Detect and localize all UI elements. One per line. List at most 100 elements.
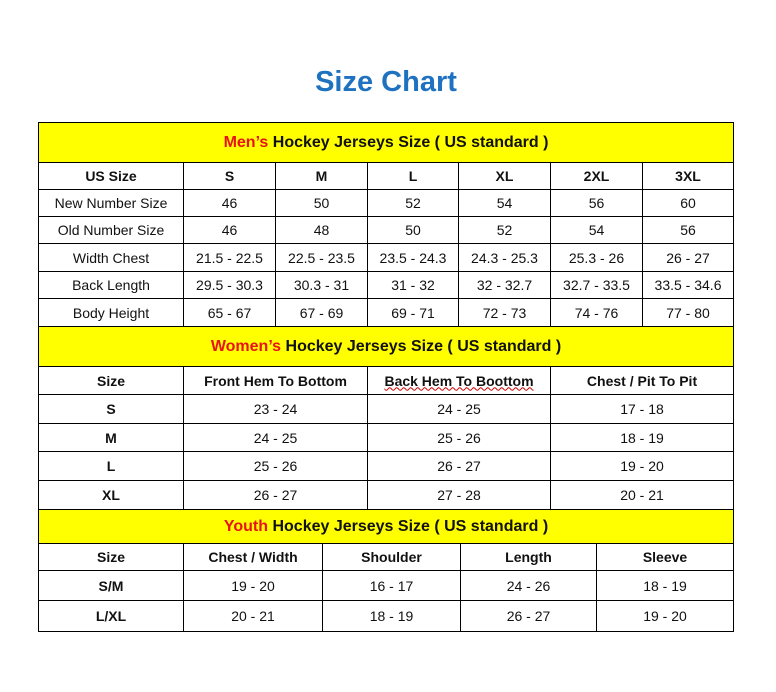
table-cell: 69 - 71 <box>367 298 459 327</box>
section-title: Women’s Hockey Jerseys Size ( US standar… <box>37 326 735 367</box>
column-header: XL <box>458 162 551 190</box>
section-title: Youth Hockey Jerseys Size ( US standard … <box>37 509 735 544</box>
column-header: Size <box>38 543 184 571</box>
row-label: Body Height <box>38 298 184 327</box>
table-cell: 65 - 67 <box>183 298 276 327</box>
table-cell: 46 <box>183 216 276 244</box>
row-label: XL <box>38 480 184 510</box>
table-cell: 25.3 - 26 <box>550 243 643 272</box>
table-cell: 30.3 - 31 <box>275 271 368 299</box>
table-cell: 52 <box>458 216 551 244</box>
table-cell: 25 - 26 <box>367 423 551 452</box>
table-row: L/XL 20 - 21 18 - 19 26 - 27 19 - 20 <box>38 600 735 632</box>
table-cell: 29.5 - 30.3 <box>183 271 276 299</box>
table-cell: 31 - 32 <box>367 271 459 299</box>
table-cell: 24.3 - 25.3 <box>458 243 551 272</box>
men-size-table: Men’s Hockey Jerseys Size ( US standard … <box>37 122 735 327</box>
table-cell: 54 <box>458 189 551 217</box>
table-cell: 50 <box>367 216 459 244</box>
table-row: New Number Size 46 50 52 54 56 60 <box>38 189 735 217</box>
column-header: Chest / Width <box>183 543 323 571</box>
table-cell: 18 - 19 <box>322 600 461 632</box>
table-row: S/M 19 - 20 16 - 17 24 - 26 18 - 19 <box>38 570 735 601</box>
table-row: Width Chest 21.5 - 22.5 22.5 - 23.5 23.5 - … <box>38 243 735 272</box>
column-header: Front Hem To Bottom <box>183 366 368 395</box>
section-title-highlight: Men’s <box>223 133 269 151</box>
table-cell: 23.5 - 24.3 <box>367 243 459 272</box>
table-cell: 26 - 27 <box>641 243 735 272</box>
column-header: Chest / Pit To Pit <box>549 366 735 395</box>
column-header: Shoulder <box>322 543 461 571</box>
table-row: Old Number Size 46 48 50 52 54 56 <box>38 216 735 244</box>
row-label: S/M <box>38 570 184 601</box>
table-cell: 32.7 - 33.5 <box>550 271 643 299</box>
table-cell: 60 <box>641 189 735 217</box>
table-cell: 23 - 24 <box>183 394 368 424</box>
table-row: XL 26 - 27 27 - 28 20 - 21 <box>38 480 735 510</box>
youth-section-title: Youth Hockey Jerseys Size ( US standard … <box>37 509 735 544</box>
table-cell: 19 - 20 <box>595 600 735 632</box>
table-cell: 18 - 19 <box>549 423 735 452</box>
table-cell: 77 - 80 <box>641 298 735 327</box>
page-title: Size Chart <box>315 66 457 98</box>
table-row: Body Height 65 - 67 67 - 69 69 - 71 72 - 73 7… <box>38 298 735 327</box>
row-label: S <box>38 394 184 424</box>
table-cell: 22.5 - 23.5 <box>275 243 368 272</box>
table-cell: 18 - 19 <box>595 570 735 601</box>
header-row: Size Chest / Width Shoulder Length Sleeve <box>38 543 735 571</box>
women-section-title: Women’s Hockey Jerseys Size ( US standar… <box>37 326 735 367</box>
section-title-highlight: Women’s <box>210 337 282 355</box>
table-cell: 20 - 21 <box>183 600 323 632</box>
section-title: Men’s Hockey Jerseys Size ( US standard … <box>37 122 735 163</box>
section-title-rest: Hockey Jerseys Size ( US standard ) <box>268 133 549 151</box>
youth-size-table: Youth Hockey Jerseys Size ( US standard … <box>37 509 735 632</box>
table-cell: 19 - 20 <box>549 451 735 481</box>
table-cell: 24 - 25 <box>367 394 551 424</box>
row-label: Back Length <box>38 271 184 299</box>
section-title-rest: Hockey Jerseys Size ( US standard ) <box>268 517 549 535</box>
table-row: M 24 - 25 25 - 26 18 - 19 <box>38 423 735 452</box>
table-cell: 17 - 18 <box>549 394 735 424</box>
table-cell: 16 - 17 <box>322 570 461 601</box>
column-header: L <box>367 162 459 190</box>
table-cell: 67 - 69 <box>275 298 368 327</box>
row-label: New Number Size <box>38 189 184 217</box>
table-cell: 56 <box>641 216 735 244</box>
table-cell: 54 <box>550 216 643 244</box>
table-cell: 74 - 76 <box>550 298 643 327</box>
column-header: S <box>183 162 276 190</box>
column-header: Sleeve <box>595 543 735 571</box>
table-cell: 56 <box>550 189 643 217</box>
table-cell: 24 - 25 <box>183 423 368 452</box>
column-header: Length <box>460 543 597 571</box>
row-label: L <box>38 451 184 481</box>
column-header: Size <box>38 366 184 395</box>
table-cell: 50 <box>275 189 368 217</box>
section-title-highlight: Youth <box>223 517 269 535</box>
table-cell: 19 - 20 <box>183 570 323 601</box>
column-header-text: Back Hem To Boottom <box>384 372 534 389</box>
table-cell: 46 <box>183 189 276 217</box>
row-label: Width Chest <box>38 243 184 272</box>
table-cell: 48 <box>275 216 368 244</box>
table-cell: 21.5 - 22.5 <box>183 243 276 272</box>
column-header: 3XL <box>641 162 735 190</box>
table-cell: 72 - 73 <box>458 298 551 327</box>
column-header: Back Hem To Boottom <box>367 366 551 395</box>
row-label: L/XL <box>38 600 184 632</box>
table-cell: 26 - 27 <box>460 600 597 632</box>
women-size-table: Women’s Hockey Jerseys Size ( US standar… <box>37 326 735 510</box>
table-row: L 25 - 26 26 - 27 19 - 20 <box>38 451 735 481</box>
table-row: S 23 - 24 24 - 25 17 - 18 <box>38 394 735 424</box>
header-row: US Size S M L XL 2XL 3XL <box>38 162 735 190</box>
row-label: Old Number Size <box>38 216 184 244</box>
table-cell: 33.5 - 34.6 <box>641 271 735 299</box>
table-cell: 52 <box>367 189 459 217</box>
column-header: US Size <box>38 162 184 190</box>
table-cell: 25 - 26 <box>183 451 368 481</box>
column-header: M <box>275 162 368 190</box>
row-label: M <box>38 423 184 452</box>
men-section-title: Men’s Hockey Jerseys Size ( US standard … <box>37 122 735 163</box>
table-cell: 24 - 26 <box>460 570 597 601</box>
table-cell: 26 - 27 <box>367 451 551 481</box>
